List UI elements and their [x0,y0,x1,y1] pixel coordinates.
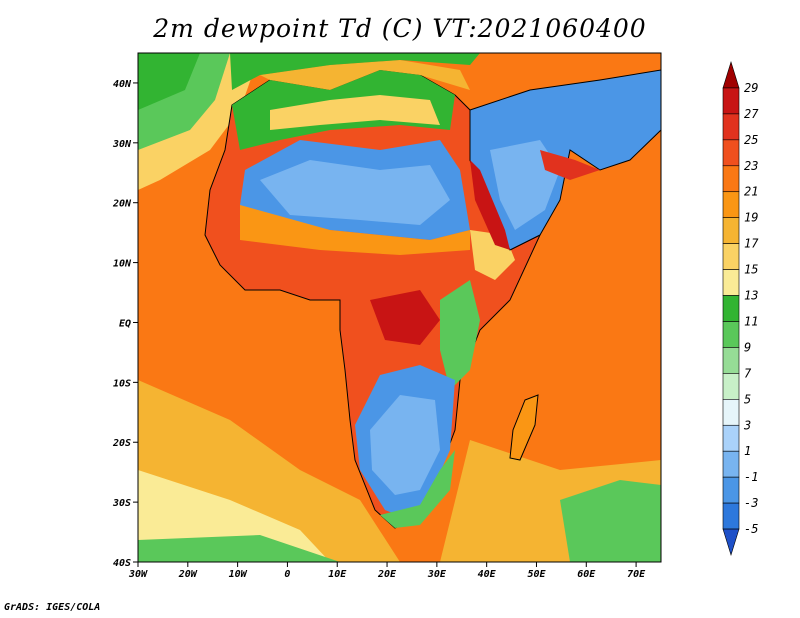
colorbar-label: 13 [744,289,758,303]
lon-tick-label: 20W [178,569,198,580]
sahel-orange [240,205,470,255]
colorbar-label: -3 [744,496,758,510]
gulf-coast [540,150,600,180]
colorbar-segment [722,295,740,322]
madagascar [509,394,539,461]
colorbar-label: 23 [744,159,758,173]
lon-tick-label: 30E [427,569,447,580]
colorbar-segment [722,476,740,504]
colorbar-segment [722,502,740,530]
colorbar-label: 7 [744,366,752,380]
lat-tick-label: 30N [112,139,132,150]
arabia-lighter [490,140,560,230]
lon-tick-label: 30W [128,569,148,580]
colorbar-segment [722,191,740,218]
colorbar-bottom-arrow [722,528,740,557]
colorbar-label: 27 [744,107,759,121]
red-sea-coast [470,160,510,250]
colorbar-label: 11 [744,314,758,328]
nw-ocean-green3 [138,53,200,110]
southern-dry-light [370,395,440,495]
lat-tick-label: 20N [112,199,132,210]
lon-tick-label: 0 [284,569,290,580]
se-ocean-green [560,480,661,562]
lat-tick-label: 20S [112,438,131,449]
lon-tick-label: 50E [527,569,546,580]
north-africa-yellow [270,95,440,130]
colorbar-segment [722,347,740,374]
colorbar-segment [722,113,740,141]
lon-tick-label: 10E [328,569,347,580]
chart-title: 2m dewpoint Td (C) VT:2021060400 [153,14,647,43]
colorbar-label: 29 [744,81,758,95]
colorbar-segment [722,165,740,193]
plot-frame [137,52,662,563]
colorbar-label: 3 [743,418,751,432]
colorbar-label: 9 [744,340,751,354]
plot-area [138,53,661,562]
colorbar-segment [722,321,740,348]
colorbar-label: 17 [744,237,759,251]
southern-green [380,450,455,528]
lat-tick-label: EQ [119,318,131,329]
colorbar-label: 21 [744,185,758,199]
east-highlands [440,280,480,390]
colorbar-label: -1 [744,470,758,484]
lon-tick-label: 40E [478,569,497,580]
colorbar-segment [722,399,740,426]
lat-tick-label: 10N [113,259,132,270]
sahara-dry-light [260,160,450,225]
lat-tick-label: 40S [113,558,131,569]
congo-core [370,290,440,345]
lat-tick-label: 10S [113,378,131,389]
colorbar-segment [722,87,740,115]
colorbar-label: 19 [744,211,758,225]
colorbar-label: 1 [744,444,751,458]
lat-tick-label: 30S [112,498,131,509]
colorbar-segment [722,424,740,452]
lat-tick-label: 40N [113,79,132,90]
lon-tick-label: 20E [377,569,397,580]
lon-tick-label: 70E [627,569,646,580]
colorbar-segment [722,243,740,270]
lon-tick-label: 10W [229,569,248,580]
colorbar: 29 27 25 23 21 19 17 15 13 11 9 7 5 3 1 -1 -3 -5 [722,60,759,557]
colorbar-segment [722,373,740,400]
colorbar-top-arrow [722,60,740,89]
credit-text: GrADS: IGES/COLA [4,602,101,613]
colorbar-segment [722,269,740,296]
colorbar-segment [722,217,740,244]
south-ocean-green [138,535,340,562]
colorbar-label: 5 [744,392,751,406]
axis-ticks: 30W 20W 10W 0 10E 20E 30E 40E 50E 60E 70E 40N 30N 20N… [112,79,646,580]
colorbar-segment [722,139,740,167]
europe-green [230,53,480,90]
colorbar-segment [722,450,740,478]
colorbar-label: 25 [744,133,758,147]
lon-tick-label: 60E [577,569,596,580]
colorbar-label: -5 [744,522,758,536]
colorbar-label: 15 [744,263,758,277]
